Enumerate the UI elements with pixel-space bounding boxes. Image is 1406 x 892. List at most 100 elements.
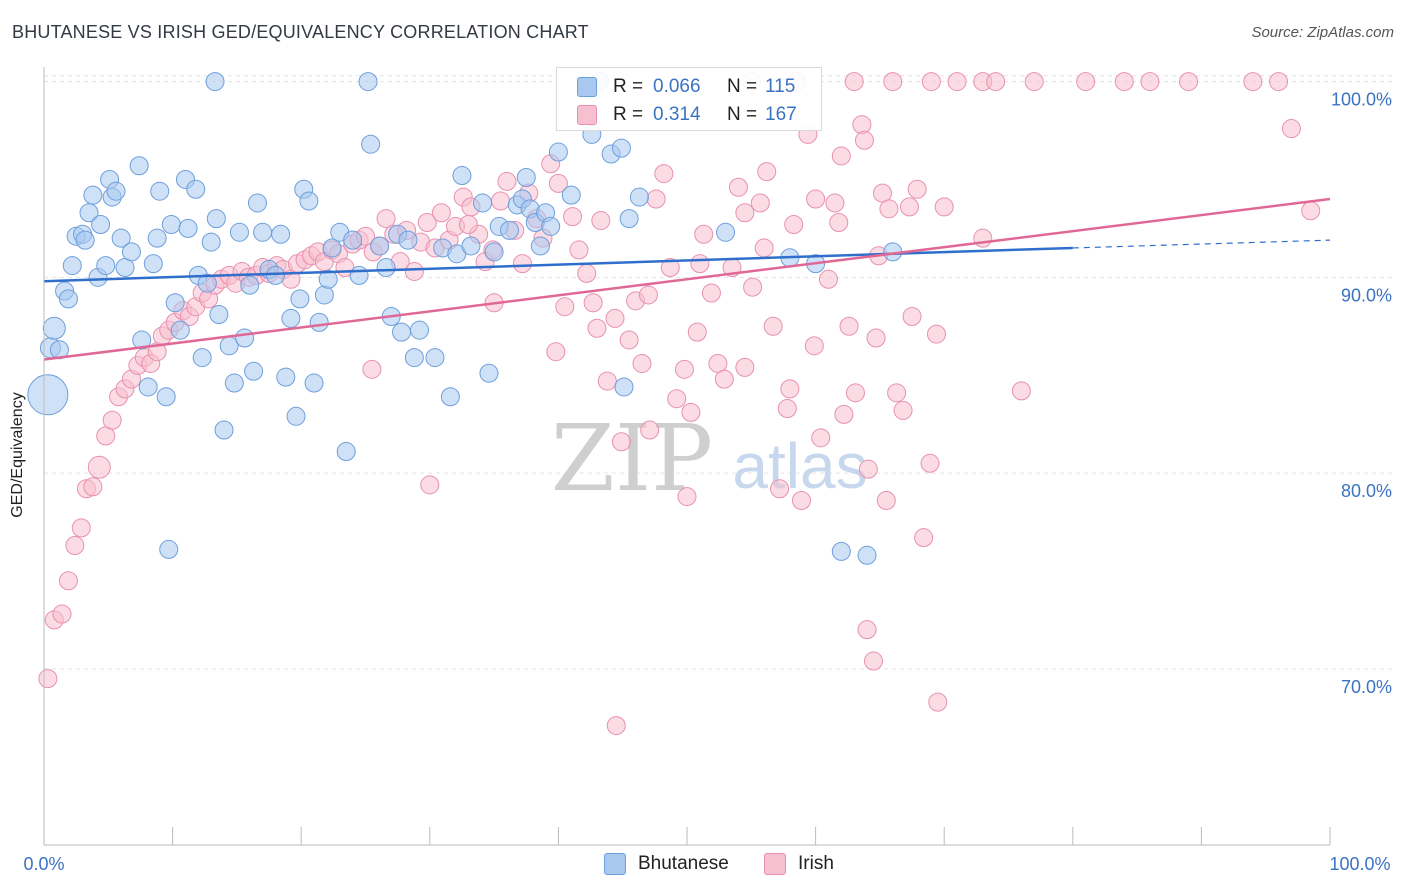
chart-title: BHUTANESE VS IRISH GED/EQUIVALENCY CORRE… [12, 22, 589, 42]
point-bhutanese [370, 236, 390, 256]
point-irish [852, 115, 872, 135]
point-irish [763, 316, 783, 336]
x-tick-label: 0.0% [23, 854, 64, 874]
point-irish [887, 383, 907, 403]
point-bhutanese [516, 167, 536, 187]
point-irish [1281, 119, 1301, 139]
legend-r-value: 0.066 [653, 76, 701, 97]
y-axis-label: GED/Equivalency [9, 392, 26, 518]
point-irish [845, 383, 865, 403]
point-irish [681, 402, 701, 422]
point-irish [914, 528, 934, 548]
point-bhutanese [75, 230, 95, 250]
point-irish [548, 173, 568, 193]
point-irish [863, 651, 883, 671]
point-bhutanese [440, 387, 460, 407]
point-irish [640, 420, 660, 440]
y-tick-label: 100.0% [1331, 90, 1392, 110]
point-irish [743, 277, 763, 297]
point-bhutanese [206, 209, 226, 229]
point-bhutanese [290, 289, 310, 309]
point-bhutanese [392, 322, 412, 342]
point-irish [546, 342, 566, 362]
point-bhutanese [201, 232, 221, 252]
point-bhutanese [83, 185, 103, 205]
point-bhutanese [229, 222, 249, 242]
point-bhutanese [170, 320, 190, 340]
legend-row-bhutanese: R = 0.066 N = 115 [557, 73, 821, 101]
point-bhutanese [161, 214, 181, 234]
point-irish [638, 285, 658, 305]
point-bhutanese [276, 367, 296, 387]
point-irish [934, 197, 954, 217]
legend-label-bhutanese: Bhutanese [638, 853, 729, 874]
point-irish [404, 261, 424, 281]
legend-n-label: N = [727, 104, 758, 125]
point-bhutanese [361, 134, 381, 154]
point-bhutanese [178, 218, 198, 238]
point-irish [986, 72, 1006, 92]
point-irish [687, 322, 707, 342]
point-bhutanese [192, 348, 212, 368]
point-bhutanese [165, 293, 185, 313]
point-irish [825, 193, 845, 213]
point-bhutanese [281, 308, 301, 328]
legend-swatch-irish [577, 105, 597, 125]
point-irish [376, 209, 396, 229]
point-bhutanese [452, 166, 472, 186]
point-bhutanese [27, 374, 69, 416]
point-irish [420, 475, 440, 495]
point-bhutanese [265, 265, 285, 285]
point-bhutanese [186, 179, 206, 199]
legend-row-irish: R = 0.314 N = 167 [557, 101, 821, 129]
point-irish [750, 193, 770, 213]
point-irish [777, 398, 797, 418]
point-bhutanese [156, 387, 176, 407]
point-irish [921, 72, 941, 92]
point-bhutanese [314, 285, 334, 305]
point-bhutanese [197, 273, 217, 293]
point-irish [1114, 72, 1134, 92]
trend-line-irish [43, 197, 1331, 361]
point-irish [714, 369, 734, 389]
point-bhutanese [349, 265, 369, 285]
point-irish [597, 371, 617, 391]
point-irish [920, 453, 940, 473]
point-irish [646, 189, 666, 209]
point-irish [563, 207, 583, 227]
point-irish [834, 404, 854, 424]
point-irish [831, 146, 851, 166]
point-bhutanese [561, 185, 581, 205]
point-irish [512, 254, 532, 274]
legend-n-value: 167 [765, 104, 797, 125]
point-bhutanese [96, 256, 116, 276]
point-irish [1301, 201, 1321, 221]
point-irish [754, 238, 774, 258]
point-bhutanese [304, 373, 324, 393]
legend-r-value: 0.314 [653, 104, 701, 125]
point-bhutanese [484, 242, 504, 262]
point-bhutanese [404, 348, 424, 368]
legend-swatch-irish [764, 853, 786, 875]
point-irish [674, 359, 694, 379]
point-irish [973, 228, 993, 248]
point-bhutanese [244, 361, 264, 381]
point-irish [947, 72, 967, 92]
point-bhutanese [209, 305, 229, 325]
point-irish [883, 72, 903, 92]
stats-legend: R = 0.066 N = 115 R = 0.314 N = 167 [556, 67, 822, 131]
point-irish [857, 620, 877, 640]
point-bhutanese [716, 222, 736, 242]
point-bhutanese [548, 142, 568, 162]
point-irish [791, 490, 811, 510]
point-bhutanese [159, 539, 179, 559]
point-bhutanese [479, 363, 499, 383]
point-irish [660, 258, 680, 278]
point-irish [829, 213, 849, 233]
trend-extension-bhutanese [1072, 239, 1331, 249]
point-irish [87, 455, 111, 479]
point-bhutanese [530, 236, 550, 256]
point-bhutanese [150, 181, 170, 201]
point-bhutanese [376, 258, 396, 278]
y-tick-label: 80.0% [1341, 481, 1392, 501]
